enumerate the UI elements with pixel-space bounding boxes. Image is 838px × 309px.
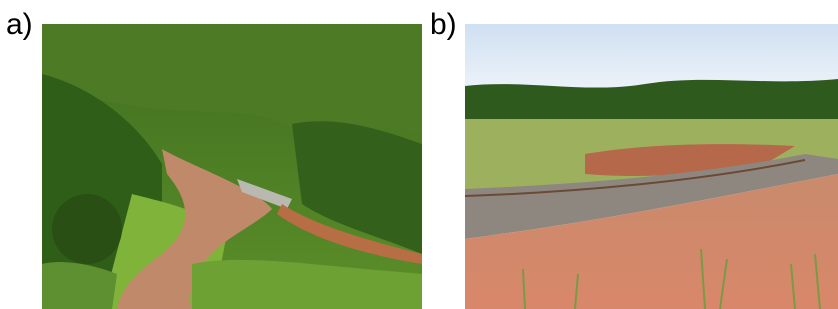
photo-a — [42, 24, 422, 309]
photo-b — [465, 24, 838, 309]
panel-label: a) — [6, 10, 33, 40]
figure: a) b) — [0, 0, 838, 309]
tree — [52, 194, 122, 264]
panel-label: b) — [430, 10, 457, 40]
